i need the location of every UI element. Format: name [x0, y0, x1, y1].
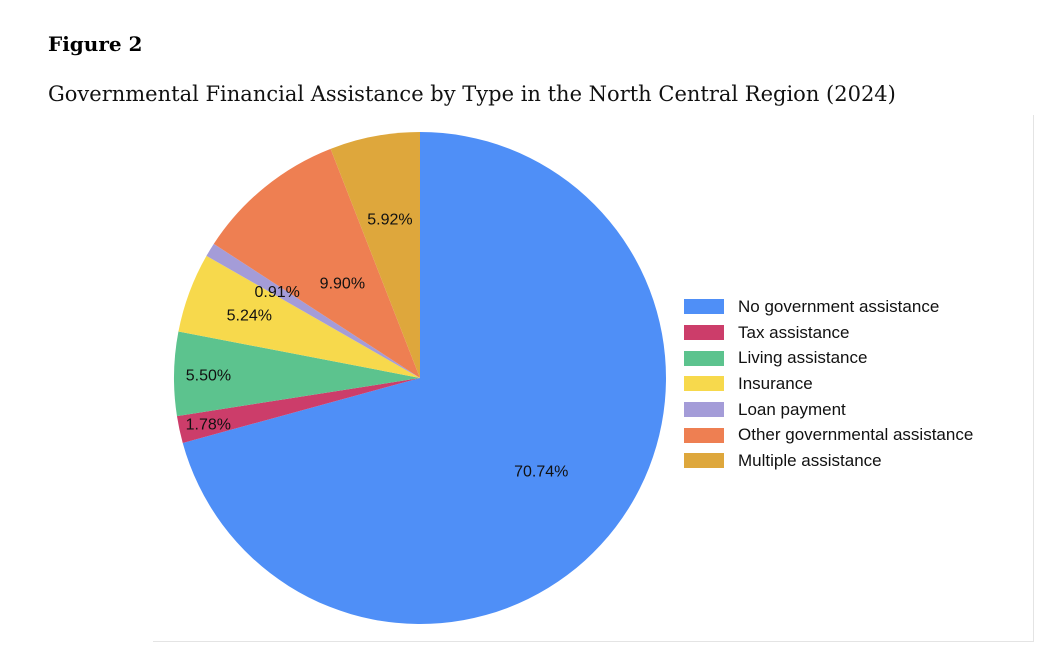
legend-swatch	[684, 427, 724, 443]
slice-data-label: 1.78%	[186, 416, 231, 433]
legend-label: Multiple assistance	[738, 450, 882, 470]
legend-item: Tax assistance	[684, 320, 973, 346]
pie-slice-living-assistance	[174, 331, 420, 417]
pie-slice-no-government-assistance	[182, 132, 666, 624]
pie-slice-multiple-assistance	[330, 132, 420, 378]
pie-slice-insurance	[178, 255, 420, 378]
pie-slice-tax-assistance	[176, 378, 420, 443]
figure-label: Figure 2	[48, 32, 143, 56]
legend-label: Insurance	[738, 373, 813, 393]
slice-data-label: 5.50%	[186, 367, 231, 384]
pie-slice-other-governmental-assistance	[213, 148, 420, 378]
legend-item: Living assistance	[684, 345, 973, 371]
legend-label: Other governmental assistance	[738, 425, 974, 445]
legend-label: Tax assistance	[738, 322, 850, 342]
legend-swatch	[684, 453, 724, 469]
slice-data-label: 5.92%	[367, 211, 412, 228]
legend-item: Multiple assistance	[684, 448, 973, 474]
slice-data-label: 0.91%	[255, 284, 300, 301]
legend-item: Other governmental assistance	[684, 422, 973, 448]
chart-legend: No government assistance Tax assistance Li…	[684, 294, 973, 474]
legend-swatch	[684, 376, 724, 392]
legend-swatch	[684, 350, 724, 366]
legend-item: Insurance	[684, 371, 973, 397]
legend-swatch	[684, 402, 724, 418]
figure-title: Governmental Financial Assistance by Typ…	[48, 82, 896, 106]
legend-label: Loan payment	[738, 399, 846, 419]
legend-item: No government assistance	[684, 294, 973, 320]
chart-frame	[153, 115, 1034, 642]
slice-data-label: 9.90%	[320, 276, 365, 293]
pie-slice-loan-payment	[206, 243, 420, 378]
slice-data-label: 70.74%	[514, 464, 568, 481]
slice-data-label: 5.24%	[227, 308, 272, 325]
legend-swatch	[684, 325, 724, 341]
legend-item: Loan payment	[684, 397, 973, 423]
legend-swatch	[684, 299, 724, 315]
legend-label: No government assistance	[738, 296, 940, 316]
legend-label: Living assistance	[738, 348, 868, 368]
